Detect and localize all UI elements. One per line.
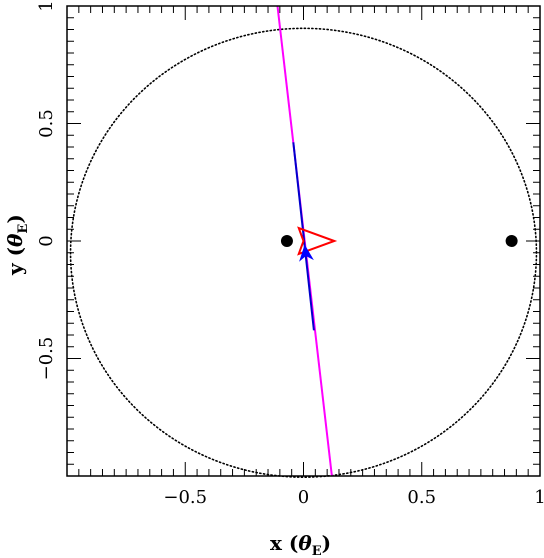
- x-axis-label: x (θE): [270, 531, 331, 558]
- caustic: [297, 226, 338, 256]
- y-tick-label: 1: [36, 0, 57, 11]
- plot-frame: [66, 5, 541, 477]
- trajectory-highlight: [292, 142, 315, 331]
- y-tick-label: 0: [36, 235, 57, 246]
- x-tick-label: −0.5: [163, 487, 207, 508]
- x-tick-label: 1: [534, 487, 544, 508]
- x-tick-labels: −0.5 0 0.5 1: [163, 487, 544, 508]
- y-axis-label-unit-sub: E: [16, 224, 31, 234]
- direction-arrow: [299, 244, 314, 262]
- lens-mass-2: [505, 235, 518, 247]
- x-axis-label-var: x: [270, 531, 283, 555]
- x-tick-label: 0: [298, 487, 309, 508]
- lens-mass-1: [280, 235, 293, 247]
- y-tick-label: 0.5: [36, 109, 57, 138]
- critical-curve: [69, 27, 538, 478]
- y-tick-labels: −0.5 0 0.5 1: [36, 0, 57, 380]
- y-axis-label: y (θE): [3, 214, 31, 276]
- x-axis-label-unit-sub: E: [312, 544, 322, 558]
- y-tick-label: −0.5: [36, 337, 57, 381]
- y-axis-label-var: y: [3, 262, 27, 276]
- x-axis-label-unit: θ: [298, 531, 312, 555]
- x-tick-label: 0.5: [407, 487, 436, 508]
- y-axis-label-unit: θ: [3, 233, 27, 247]
